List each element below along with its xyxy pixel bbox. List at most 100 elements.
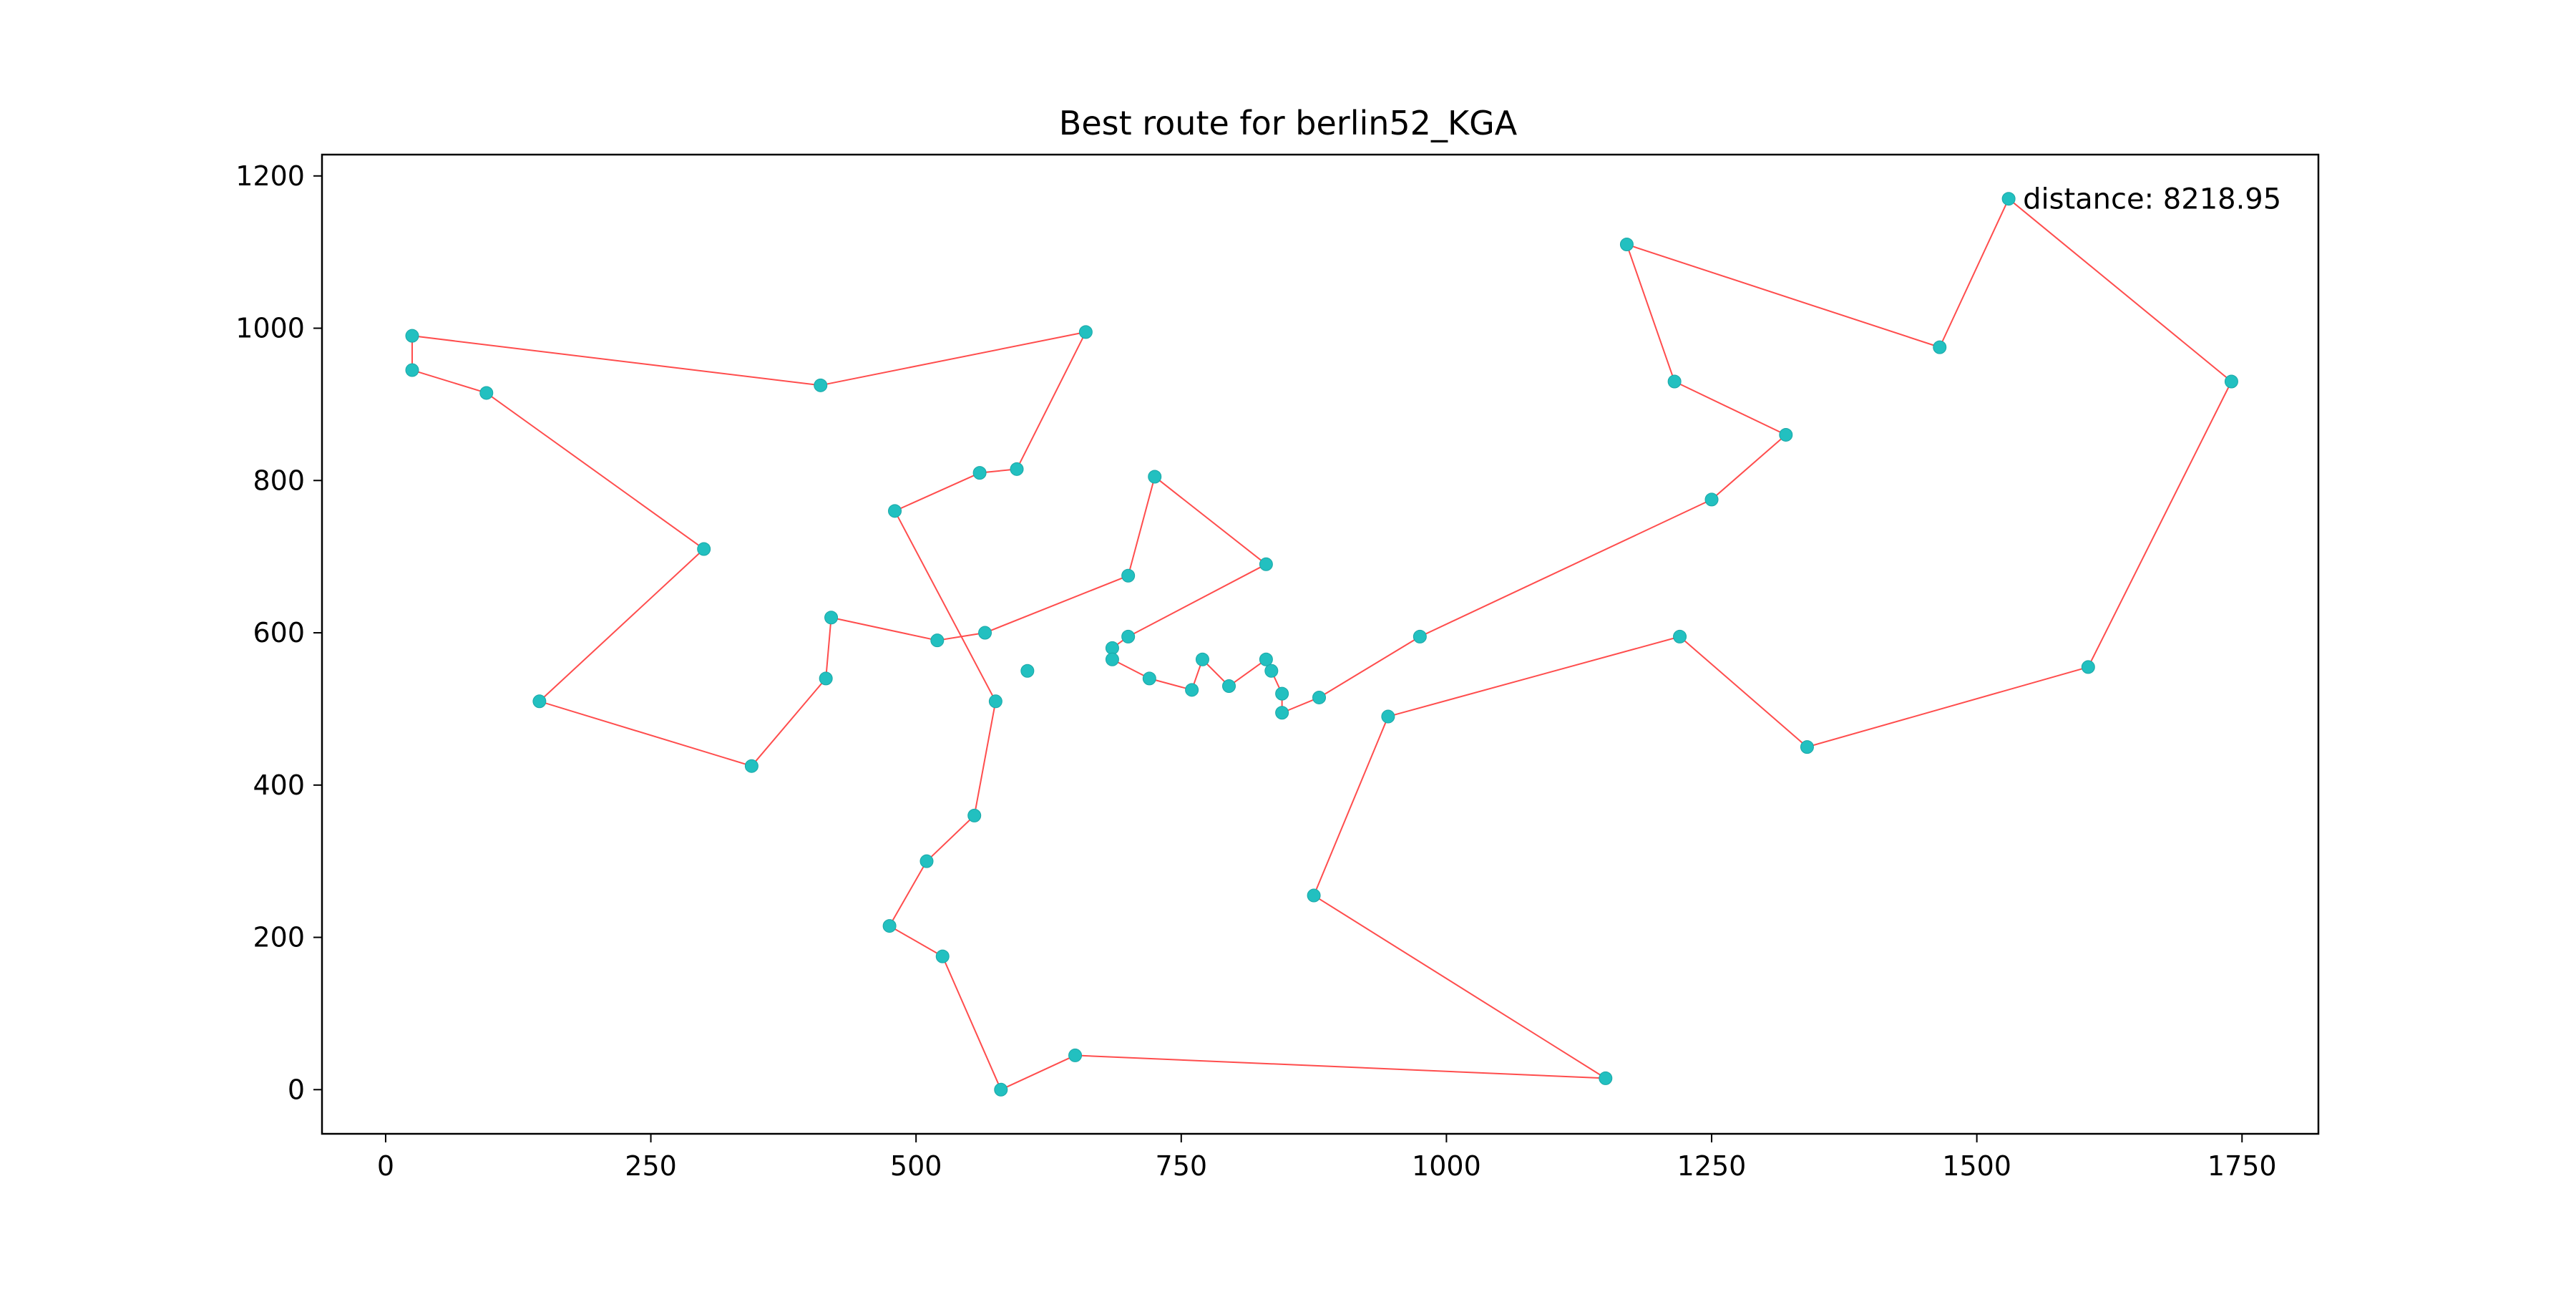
x-tick-label: 750	[1156, 1150, 1208, 1182]
city-point	[1704, 492, 1719, 507]
route-segment	[926, 815, 975, 862]
route-segment	[751, 678, 826, 767]
city-point	[1264, 664, 1279, 678]
city-point	[1185, 683, 1199, 697]
city-point	[888, 504, 902, 518]
city-point	[1121, 629, 1136, 643]
city-point	[967, 808, 982, 822]
city-point	[405, 329, 419, 343]
city-point	[935, 949, 950, 963]
city-point	[1275, 686, 1289, 701]
route-segment	[1075, 1054, 1606, 1079]
distance-annotation: distance: 8218.95	[2023, 183, 2281, 216]
route-segment	[937, 632, 985, 641]
city-point	[1105, 641, 1119, 655]
route-segment	[985, 575, 1129, 633]
y-tick-label: 200	[253, 922, 305, 953]
x-tick-label: 0	[377, 1150, 394, 1182]
route-segment	[1938, 198, 2010, 348]
x-tick-label: 1500	[1942, 1150, 2011, 1182]
city-point	[814, 378, 828, 392]
city-point	[1010, 462, 1024, 476]
city-point	[1259, 557, 1273, 571]
city-point	[824, 611, 839, 625]
y-tick-label: 1000	[235, 313, 305, 344]
route-segment	[1679, 636, 1808, 748]
city-point	[919, 854, 934, 868]
route-segment	[831, 616, 938, 641]
route-segment	[1016, 331, 1087, 470]
route-segment	[2087, 381, 2233, 668]
route-segment	[1674, 381, 1787, 436]
route-segment	[411, 335, 821, 387]
city-point	[1312, 690, 1327, 704]
city-point	[882, 919, 897, 933]
x-tick-label: 1250	[1677, 1150, 1747, 1182]
city-point	[1068, 1048, 1083, 1062]
route-segment	[942, 956, 1002, 1090]
city-point	[972, 466, 987, 480]
route-segment	[1626, 244, 1676, 382]
city-point	[1307, 888, 1321, 903]
city-point	[744, 759, 758, 773]
city-point	[2081, 660, 2095, 674]
city-point	[994, 1082, 1008, 1097]
plot-frame	[321, 153, 2320, 1135]
route-segment	[973, 701, 997, 816]
plot-area	[405, 192, 2238, 1097]
route-segment	[1154, 476, 1267, 565]
route-segment	[894, 472, 980, 512]
x-tick-label: 1750	[2207, 1150, 2277, 1182]
route-segment	[1313, 895, 1606, 1079]
x-tick-label: 1000	[1412, 1150, 1481, 1182]
route-segment	[1319, 636, 1420, 699]
city-point	[930, 633, 945, 648]
route-segment	[539, 700, 752, 767]
city-point	[1673, 629, 1687, 643]
city-point	[1381, 709, 1395, 724]
x-tick-label: 500	[890, 1150, 942, 1182]
city-point	[1078, 325, 1093, 339]
route-segment	[1000, 1054, 1075, 1091]
route-segment	[1313, 716, 1389, 896]
route-segment	[1149, 677, 1192, 691]
city-point	[1933, 340, 1947, 354]
city-point	[1779, 427, 1793, 442]
y-tick-label: 1200	[235, 160, 305, 192]
axes: 0 250 500 750 1000 1250 1500 1750 0 200 400 600 800 1…	[235, 160, 2276, 1182]
city-point	[1800, 740, 1814, 754]
route-segment	[1128, 563, 1267, 638]
city-point	[1619, 238, 1634, 252]
city-point	[1259, 652, 1273, 666]
city-point	[1667, 374, 1682, 389]
route-segment	[1387, 636, 1680, 718]
route-segment	[1711, 434, 1787, 500]
route-segment	[411, 369, 487, 394]
city-point	[1222, 679, 1236, 694]
city-point	[2224, 374, 2238, 389]
route-segment	[1111, 659, 1150, 679]
city-point	[405, 363, 419, 377]
chart-title: Best route for berlin52_KGA	[1059, 104, 1518, 142]
route-segment	[889, 925, 943, 958]
city-point	[697, 542, 711, 556]
route-segment	[820, 331, 1086, 387]
city-point	[1148, 470, 1162, 484]
city-point	[978, 626, 992, 640]
route-segment	[1228, 659, 1267, 687]
route-segment	[2008, 198, 2233, 382]
city-point	[532, 694, 547, 709]
route-segment	[889, 860, 927, 927]
y-tick-label: 800	[253, 465, 305, 496]
city-point	[2001, 192, 2016, 206]
route-segment	[539, 548, 705, 702]
city-point	[479, 386, 494, 400]
y-tick-label: 0	[288, 1074, 305, 1105]
route-segment	[825, 617, 832, 679]
city-point	[1413, 629, 1427, 643]
city-point	[988, 694, 1002, 709]
y-tick-label: 600	[253, 617, 305, 649]
route-segment	[894, 510, 997, 702]
